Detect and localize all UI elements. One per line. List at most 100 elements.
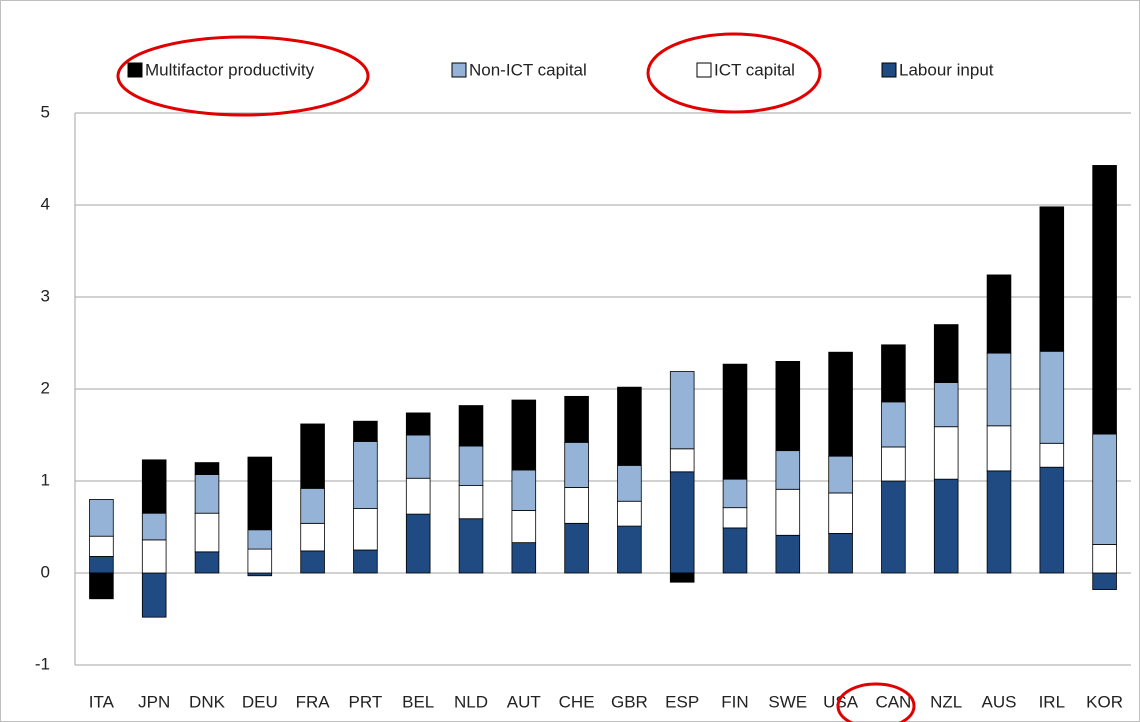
x-tick-label: AUS [982, 692, 1017, 711]
bar-segment [881, 401, 906, 448]
legend-swatch [127, 62, 143, 78]
bar-segment [300, 522, 325, 552]
bar-segment [1039, 466, 1065, 574]
bar-segment [89, 535, 114, 557]
bar-segment [194, 512, 220, 553]
x-tick-label: ESP [665, 692, 699, 711]
bar-segment [194, 551, 220, 574]
legend-swatch [696, 62, 712, 78]
bar-segment [353, 549, 378, 574]
bar-segment [194, 474, 220, 514]
bar-segment [1039, 350, 1065, 444]
bar-segment [405, 434, 431, 479]
bar-segment [722, 478, 748, 509]
bar-segment [617, 525, 642, 574]
bar-segment [564, 441, 589, 488]
bar-segment [775, 534, 801, 574]
bar-segment [669, 471, 695, 574]
bar-segment [617, 386, 642, 466]
x-tick-label: DEU [242, 692, 278, 711]
x-tick-label: CAN [875, 692, 911, 711]
x-tick-label: DNK [189, 692, 226, 711]
x-tick-label: SWE [768, 692, 807, 711]
bar-segment [722, 527, 748, 574]
bar-segment [300, 423, 325, 489]
bar-segment [775, 488, 801, 536]
bar-segment [1092, 544, 1117, 574]
y-tick-label: -1 [35, 654, 50, 673]
bar-segment [933, 382, 959, 428]
bar-segment [300, 487, 325, 524]
bar-segment [511, 469, 537, 511]
labels: -1 0 1 2 3 4 5 ITA JPN DNK DEU FRA PRT BEL NLD AUT CHE GB… [35, 102, 1123, 711]
y-tick-label: 4 [41, 194, 50, 213]
bar-segment [511, 542, 537, 574]
bar-segment [881, 344, 906, 403]
bar-segment [247, 572, 273, 577]
bar-segment [511, 510, 537, 544]
bar-segment [986, 425, 1012, 472]
bar-segment [881, 446, 906, 482]
bar-segment [353, 441, 378, 510]
bar-segment [353, 420, 378, 442]
bar-segment [986, 470, 1012, 574]
y-tick-label: 5 [41, 102, 50, 121]
x-tick-label: PRT [349, 692, 383, 711]
bar-segment [247, 548, 273, 574]
bar-segment [511, 399, 537, 471]
bar-segment [405, 412, 431, 436]
bar-segment [405, 513, 431, 574]
bar-segment [300, 550, 325, 574]
bar-segment [828, 533, 853, 574]
bar-segment [669, 448, 695, 473]
bar-segment [986, 274, 1012, 354]
bar-segment [722, 507, 748, 529]
x-tick-label: USA [823, 692, 859, 711]
bar-segment [986, 352, 1012, 427]
bar-segment [353, 508, 378, 551]
highlight-ellipse [836, 682, 916, 722]
x-tick-label: ITA [89, 692, 115, 711]
bar-segment [247, 529, 273, 550]
bar-segment [1092, 572, 1117, 590]
bar-segment [669, 572, 695, 583]
x-tick-label: FIN [721, 692, 748, 711]
bar-segment [458, 445, 484, 487]
x-tick-label: KOR [1086, 692, 1123, 711]
bar-segment [141, 512, 167, 541]
legend-swatch [881, 62, 897, 78]
bar-segment [194, 462, 220, 475]
legend: Multifactor productivity Non-ICT capital I… [127, 60, 994, 79]
x-tick-label: AUT [507, 692, 541, 711]
x-tick-label: FRA [296, 692, 331, 711]
bar-segment [564, 522, 589, 574]
bar-segment [1039, 442, 1065, 468]
bar-segment [828, 455, 853, 494]
bar-segment [933, 324, 959, 383]
bar-segment [564, 395, 589, 443]
bar-segment [1092, 433, 1117, 545]
y-tick-label: 0 [41, 562, 50, 581]
x-tick-label: JPN [138, 692, 170, 711]
x-tick-label: CHE [559, 692, 595, 711]
x-tick-label: NLD [454, 692, 488, 711]
bar-segment [89, 556, 114, 574]
bar-segment [617, 500, 642, 527]
bars [89, 165, 1117, 618]
bar-segment [722, 363, 748, 480]
y-tick-label: 1 [41, 470, 50, 489]
x-tick-label: IRL [1039, 692, 1065, 711]
bar-segment [141, 539, 167, 574]
bar-segment [89, 572, 114, 600]
bar-segment [775, 360, 801, 452]
bar-segment [1092, 165, 1117, 435]
bar-segment [564, 487, 589, 524]
bar-segment [458, 518, 484, 574]
bar-segment [141, 572, 167, 618]
x-tick-label: GBR [611, 692, 648, 711]
bar-segment [881, 480, 906, 574]
bar-segment [458, 405, 484, 447]
bar-segment [458, 485, 484, 520]
x-tick-label: NZL [930, 692, 962, 711]
